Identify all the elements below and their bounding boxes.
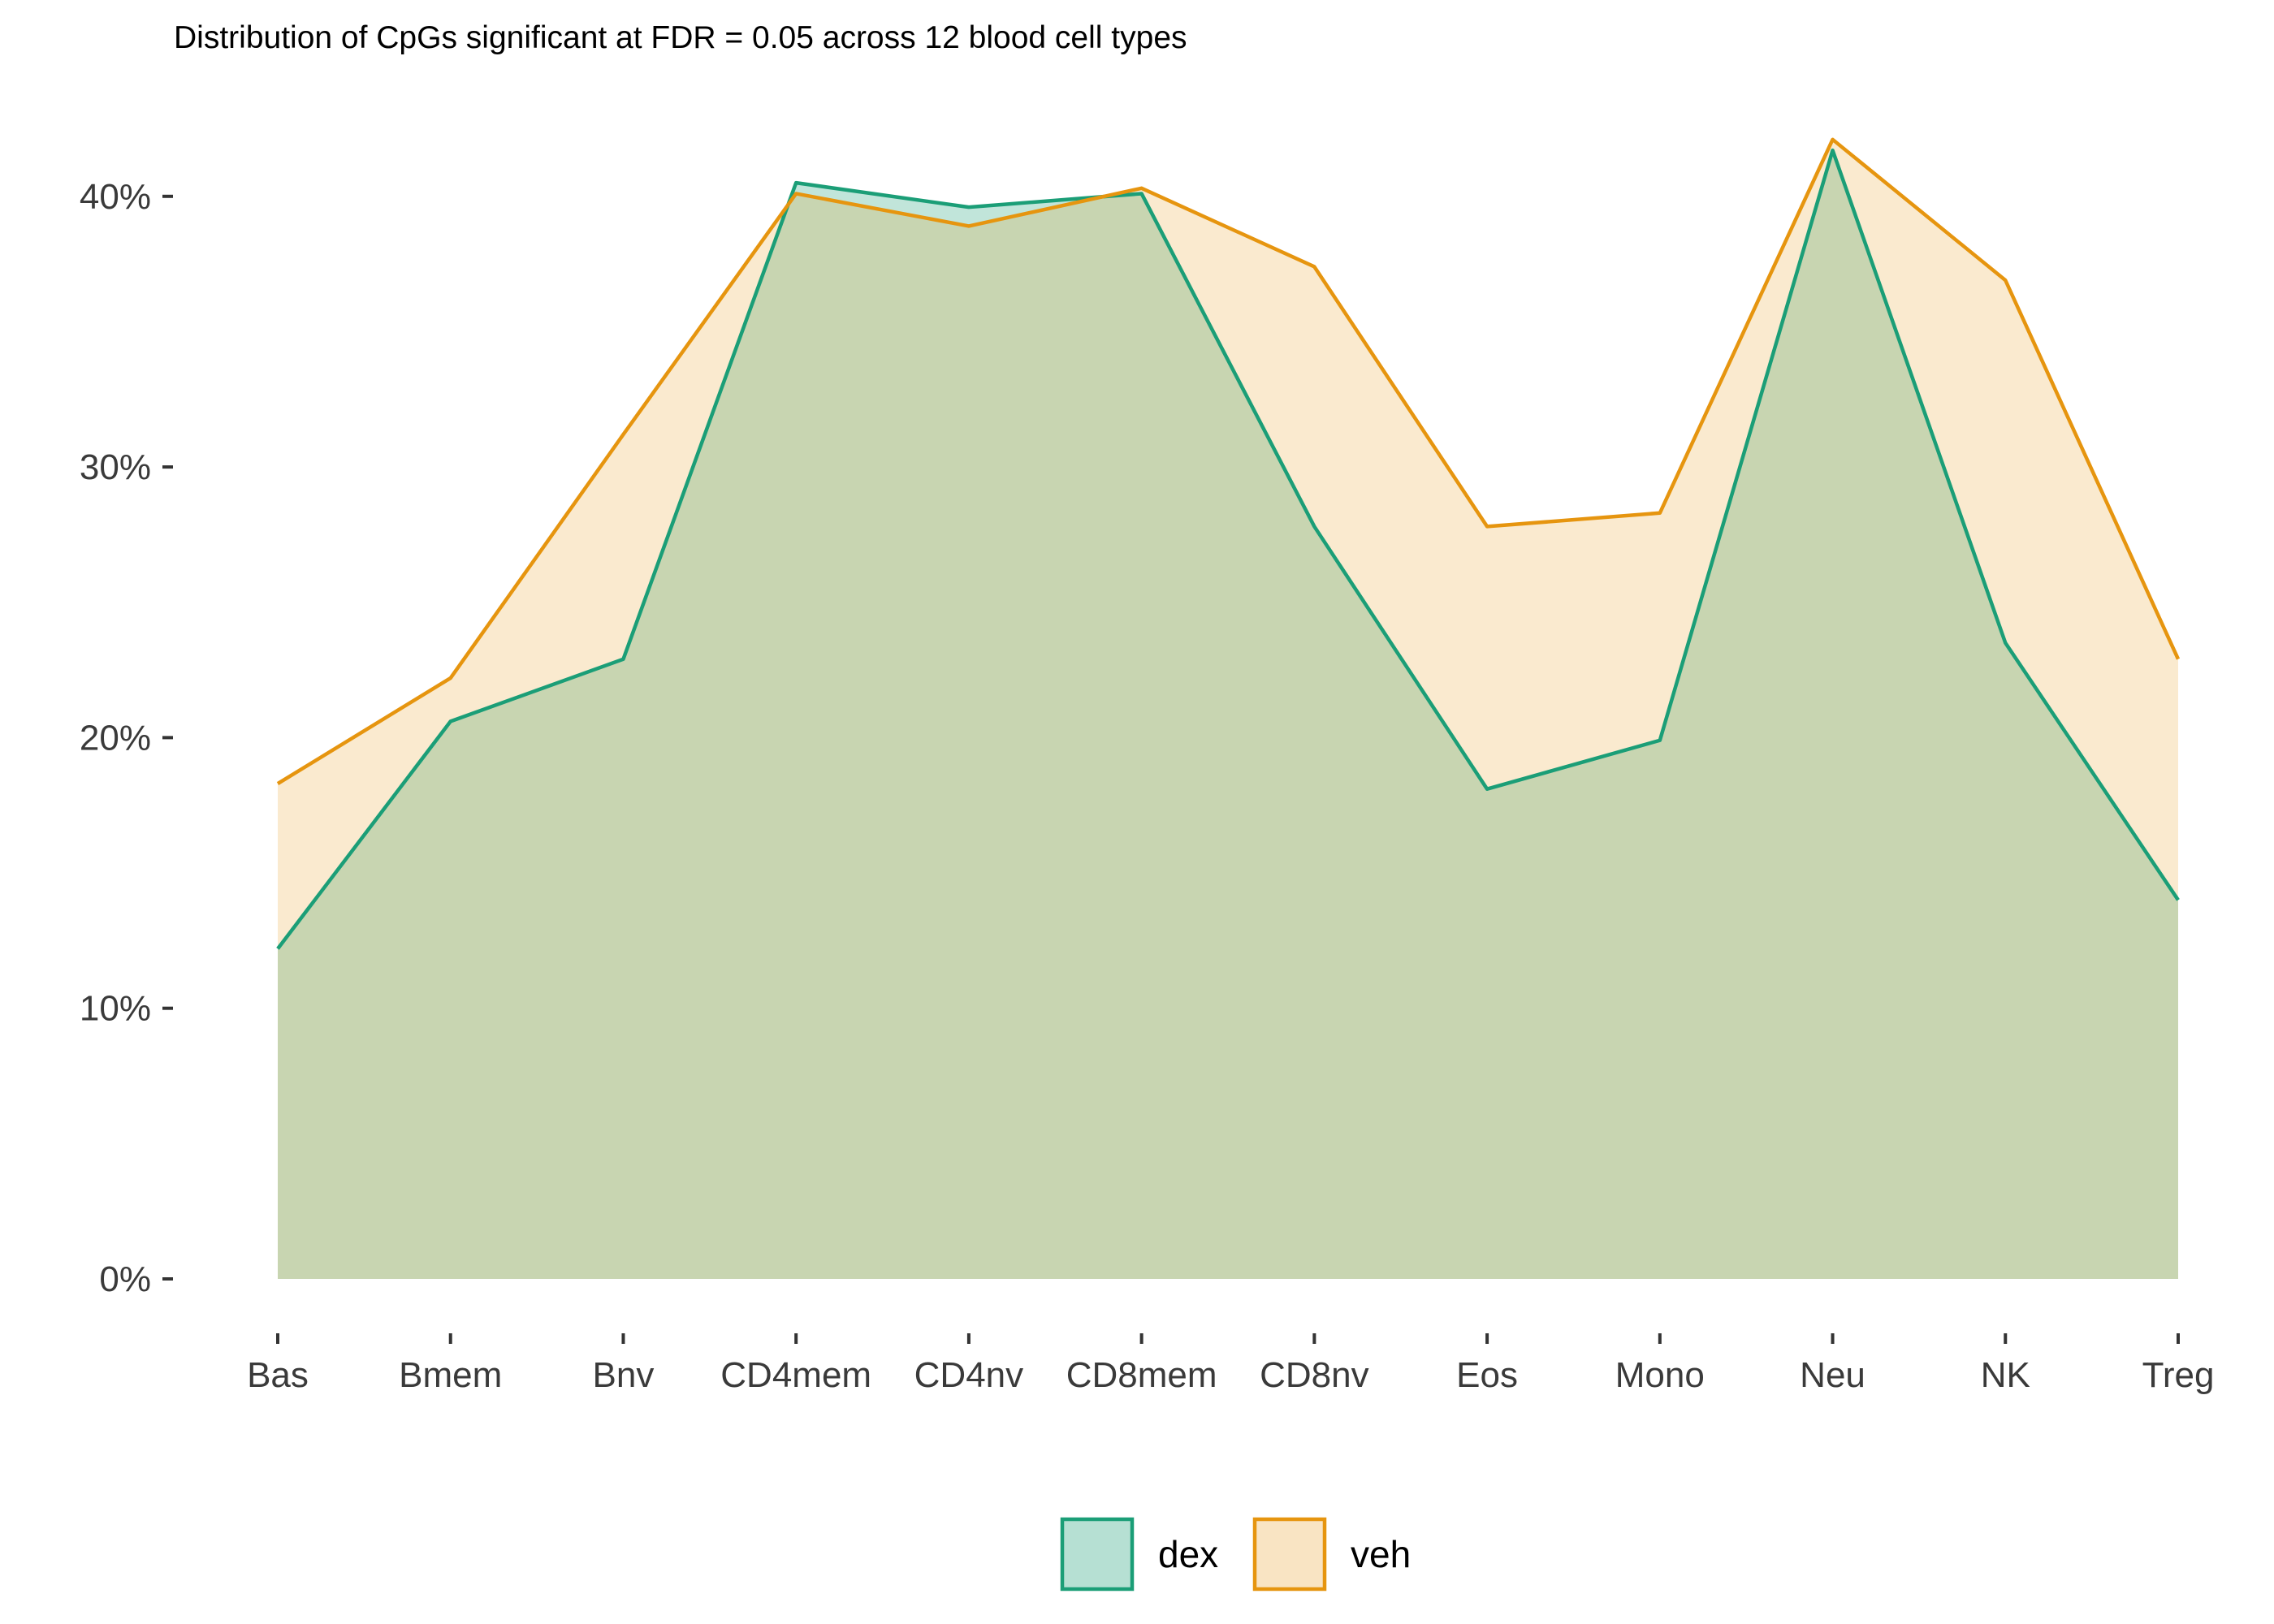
x-tick-label: NK: [1981, 1355, 2030, 1395]
x-tick-label: Neu: [1800, 1355, 1865, 1395]
line-veh: [276, 137, 2181, 785]
y-axis: 0% 10% 20% 30% 40%: [80, 177, 173, 1299]
plot-lines: [276, 137, 2181, 950]
x-tick-label: CD8nv: [1260, 1355, 1369, 1395]
x-tick-label: Bmem: [399, 1355, 502, 1395]
legend-key-veh: [1252, 1517, 1327, 1592]
y-tick-label: 0%: [99, 1259, 151, 1299]
legend-key-dex: [1060, 1517, 1135, 1592]
area-veh: [278, 139, 2178, 1279]
y-tick-label: 40%: [80, 177, 151, 217]
plot-areas: [278, 139, 2178, 1279]
legend: dex veh: [1060, 1517, 1411, 1592]
legend-label-dex: dex: [1158, 1533, 1218, 1575]
x-tick-label: CD4mem: [720, 1355, 871, 1395]
x-tick-label: CD8mem: [1066, 1355, 1217, 1395]
x-tick-label: Eos: [1456, 1355, 1518, 1395]
area-dex: [278, 150, 2178, 1279]
line-dex: [276, 148, 2180, 950]
x-tick-label: Bnv: [593, 1355, 655, 1395]
y-tick-label: 10%: [80, 989, 151, 1029]
x-tick-label: Bas: [247, 1355, 309, 1395]
legend-key-bg-dex: [1062, 1519, 1132, 1589]
legend-label-veh: veh: [1351, 1533, 1411, 1575]
x-tick-label: CD4nv: [914, 1355, 1024, 1395]
x-tick-label: Treg: [2142, 1355, 2215, 1395]
x-tick-label: Mono: [1615, 1355, 1705, 1395]
x-axis: Bas Bmem Bnv CD4mem CD4nv CD8mem CD8nv Eos Mono N…: [247, 1333, 2214, 1395]
y-tick-label: 20%: [80, 718, 151, 758]
legend-key-bg-veh: [1255, 1519, 1325, 1589]
chart-title: Distribution of CpGs significant at FDR …: [174, 20, 1187, 55]
y-tick-label: 30%: [80, 447, 151, 487]
